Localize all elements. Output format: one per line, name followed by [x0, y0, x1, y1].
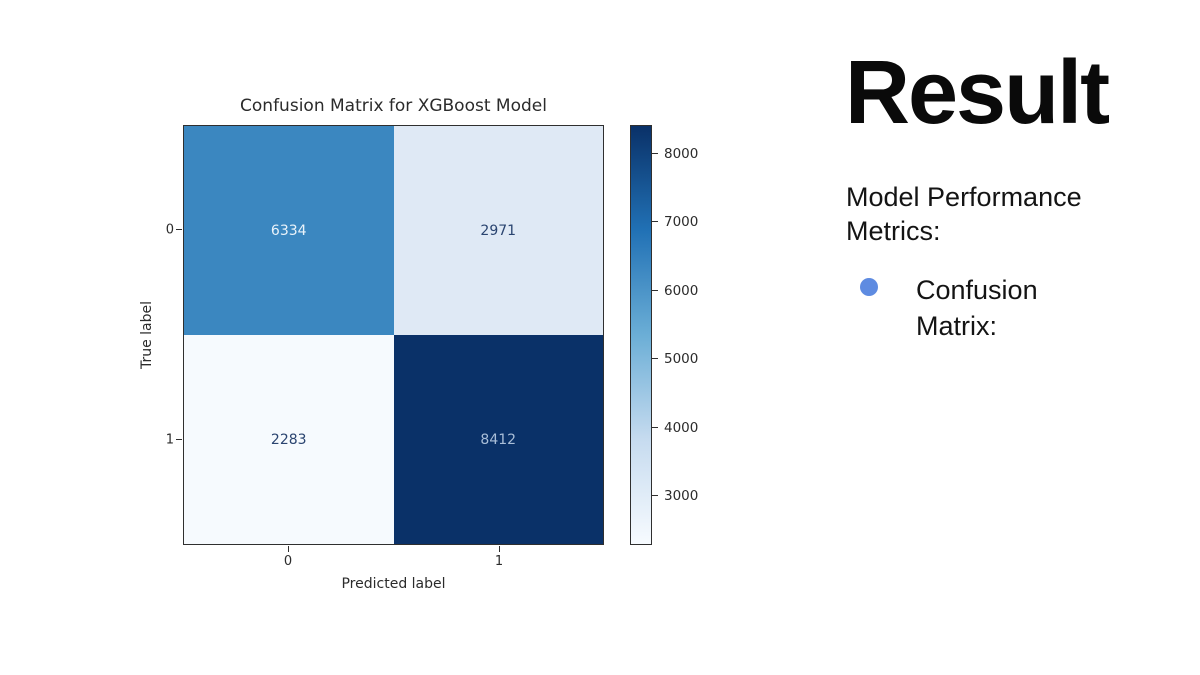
subtitle: Model Performance Metrics:: [846, 180, 1082, 248]
cell-value: 2283: [270, 431, 307, 448]
colorbar-tick-label: 3000: [664, 488, 699, 504]
x-tick-mark: [499, 546, 501, 552]
y-tick-label: 0: [165, 222, 174, 238]
y-tick-mark: [176, 229, 182, 231]
matrix-cell-0-1: 2971: [393, 126, 603, 335]
colorbar: [630, 125, 652, 545]
colorbar-tick-mark: [652, 495, 658, 497]
colorbar-tick-mark: [652, 358, 658, 360]
matrix-cell-1-0: 2283: [184, 335, 394, 544]
colorbar-tick-mark: [652, 153, 658, 155]
x-tick-label: 1: [494, 554, 504, 569]
matrix-cell-1-1: 8412: [393, 335, 603, 544]
colorbar-tick-label: 6000: [664, 283, 699, 299]
y-tick-label: 1: [165, 432, 174, 448]
y-axis-label: True label: [139, 300, 155, 370]
colorbar-tick-label: 4000: [664, 420, 699, 436]
cell-value: 2971: [480, 222, 517, 239]
x-tick-label: 0: [283, 554, 293, 569]
colorbar-tick-label: 8000: [664, 146, 699, 162]
x-tick-mark: [288, 546, 290, 552]
bullet-label-line: Confusion: [916, 275, 1038, 305]
slide-title: Result: [845, 43, 1110, 143]
cell-value: 6334: [270, 222, 307, 239]
colorbar-tick-label: 5000: [664, 351, 699, 367]
bullet-label-line: Matrix:: [916, 311, 997, 341]
colorbar-tick-mark: [652, 427, 658, 429]
subtitle-line: Model Performance: [846, 182, 1082, 212]
subtitle-line: Metrics:: [846, 216, 941, 246]
bullet-label: Confusion Matrix:: [916, 272, 1038, 344]
y-tick-mark: [176, 439, 182, 441]
colorbar-tick-mark: [652, 290, 658, 292]
colorbar-tick-mark: [652, 221, 658, 223]
bullet-dot-icon: [860, 278, 878, 296]
cell-value: 8412: [480, 431, 517, 448]
chart-title: Confusion Matrix for XGBoost Model: [240, 96, 547, 116]
colorbar-tick-label: 7000: [664, 214, 699, 230]
matrix-cell-0-0: 6334: [184, 126, 394, 335]
confusion-matrix: 6334 2971 2283 8412: [183, 125, 604, 545]
x-axis-label: Predicted label: [341, 576, 446, 592]
